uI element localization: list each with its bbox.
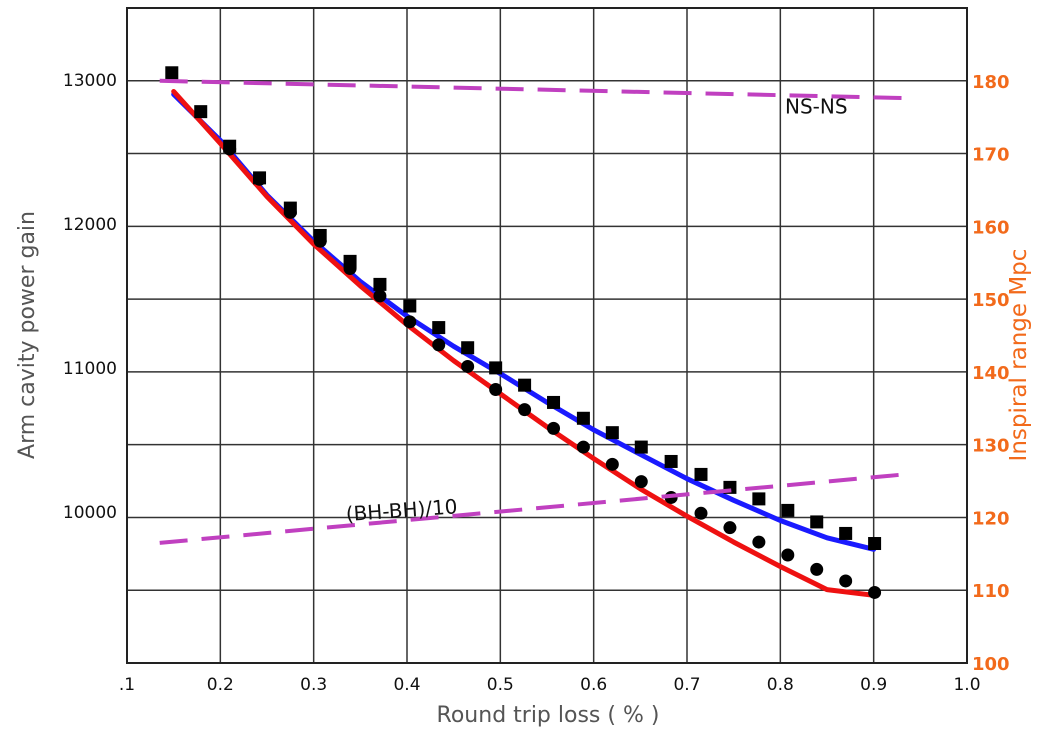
dashed-series-line <box>160 474 911 543</box>
circle-marker <box>781 549 794 562</box>
series-line <box>174 92 874 596</box>
y-tick-label-right: 160 <box>972 217 1010 238</box>
annotation-label: (BH-BH)/10 <box>345 494 458 526</box>
square-marker <box>194 105 207 118</box>
circle-marker <box>373 289 386 302</box>
square-marker <box>635 441 648 454</box>
circle-marker <box>489 383 502 396</box>
x-tick-label: 0.5 <box>487 675 514 695</box>
circle-marker <box>403 315 416 328</box>
y-tick-label-right: 150 <box>972 290 1010 311</box>
square-marker <box>373 278 386 291</box>
circle-marker <box>723 521 736 534</box>
y-tick-label-right: 180 <box>972 72 1010 93</box>
square-marker <box>518 379 531 392</box>
circle-marker <box>810 563 823 576</box>
circle-marker <box>752 536 765 549</box>
circle-marker <box>839 574 852 587</box>
square-marker <box>665 455 678 468</box>
y-tick-label-right: 120 <box>972 508 1010 529</box>
y-tick-label-right: 170 <box>972 145 1010 166</box>
square-marker <box>403 299 416 312</box>
square-marker <box>606 426 619 439</box>
y-tick-label-left: 13000 <box>63 71 117 91</box>
y-tick-label-left: 11000 <box>63 359 117 379</box>
y-tick-label-left: 12000 <box>63 215 117 235</box>
square-marker <box>695 468 708 481</box>
y-axis-label-left: Arm cavity power gain <box>15 211 40 459</box>
square-marker <box>781 504 794 517</box>
circle-marker <box>635 475 648 488</box>
series-layer <box>160 66 911 599</box>
x-tick-label: 0.2 <box>207 675 234 695</box>
square-marker <box>461 341 474 354</box>
circle-marker <box>695 507 708 520</box>
x-tick-label: 0.4 <box>393 675 420 695</box>
circle-marker <box>577 441 590 454</box>
x-tick-label: 0.6 <box>580 675 607 695</box>
y-axis-label-right: Inspiral range Mpc <box>1006 249 1032 462</box>
annotation-label: NS-NS <box>785 95 848 119</box>
x-tick-label: 0.3 <box>300 675 327 695</box>
square-marker <box>165 66 178 79</box>
x-tick-label: 0.8 <box>767 675 794 695</box>
circle-marker <box>606 458 619 471</box>
circle-marker <box>314 235 327 248</box>
x-tick-label: 0.7 <box>673 675 700 695</box>
y-tick-label-right: 100 <box>972 654 1010 675</box>
square-marker <box>489 361 502 374</box>
square-marker <box>432 321 445 334</box>
y-tick-label-left: 10000 <box>63 503 117 523</box>
x-tick-label: .1 <box>119 675 135 695</box>
square-marker <box>868 537 881 550</box>
square-marker <box>752 492 765 505</box>
x-tick-label: 0.9 <box>860 675 887 695</box>
circle-marker <box>461 360 474 373</box>
circle-marker <box>518 403 531 416</box>
series-line <box>174 94 874 549</box>
x-tick-label: 1.0 <box>953 675 980 695</box>
circle-marker <box>868 586 881 599</box>
square-marker <box>547 396 560 409</box>
y-tick-label-right: 110 <box>972 581 1010 602</box>
circle-marker <box>344 262 357 275</box>
circle-marker <box>284 206 297 219</box>
square-marker <box>577 412 590 425</box>
circle-marker <box>223 143 236 156</box>
y-tick-label-right: 140 <box>972 363 1010 384</box>
y-tick-label-right: 130 <box>972 436 1010 457</box>
square-marker <box>810 515 823 528</box>
circle-marker <box>432 338 445 351</box>
circle-marker <box>253 173 266 186</box>
circle-marker <box>547 422 560 435</box>
x-axis-label: Round trip loss ( % ) <box>437 703 660 728</box>
square-marker <box>839 527 852 540</box>
